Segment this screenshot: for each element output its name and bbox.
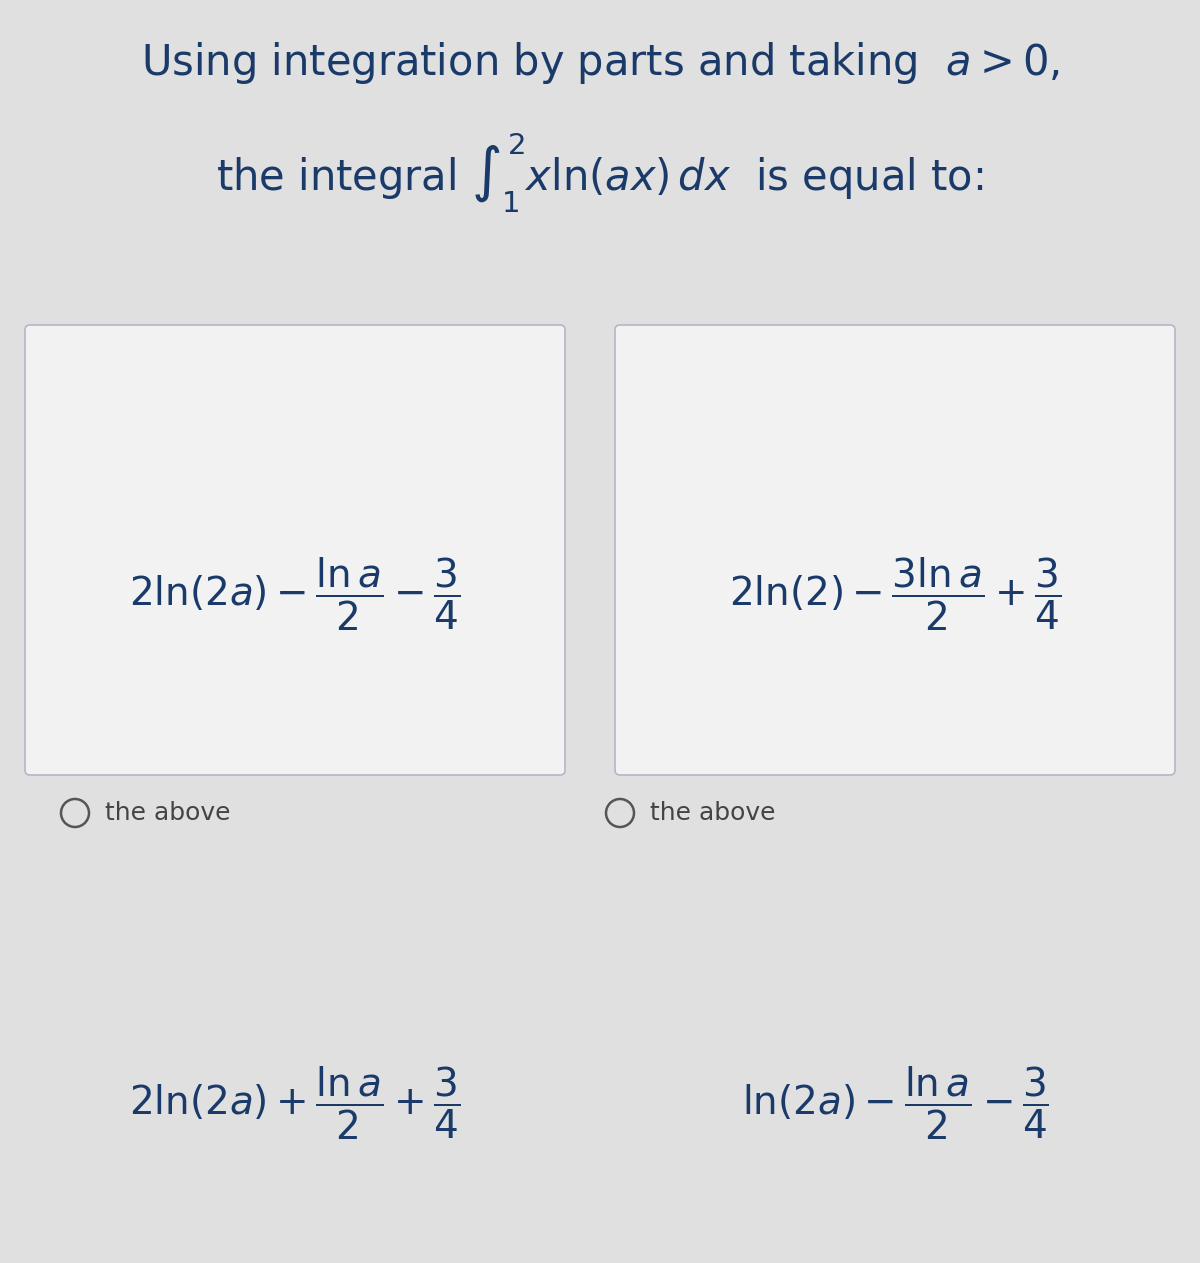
Text: the above: the above <box>106 801 230 825</box>
Text: the above: the above <box>650 801 775 825</box>
FancyBboxPatch shape <box>25 325 565 775</box>
FancyBboxPatch shape <box>616 325 1175 775</box>
Text: $\ln(2a) - \dfrac{\ln a}{2} - \dfrac{3}{4}$: $\ln(2a) - \dfrac{\ln a}{2} - \dfrac{3}{… <box>742 1065 1049 1142</box>
Text: $2\ln(2a) + \dfrac{\ln a}{2} + \dfrac{3}{4}$: $2\ln(2a) + \dfrac{\ln a}{2} + \dfrac{3}… <box>130 1065 461 1142</box>
Text: Using integration by parts and taking  $a > 0$,: Using integration by parts and taking $a… <box>140 40 1060 86</box>
Text: $2\ln(2) - \dfrac{3\ln a}{2} + \dfrac{3}{4}$: $2\ln(2) - \dfrac{3\ln a}{2} + \dfrac{3}… <box>728 556 1061 633</box>
Text: the integral $\int_{1}^{2} x\ln(ax)\,dx$  is equal to:: the integral $\int_{1}^{2} x\ln(ax)\,dx$… <box>216 131 984 215</box>
Text: $2\ln(2a) - \dfrac{\ln a}{2} - \dfrac{3}{4}$: $2\ln(2a) - \dfrac{\ln a}{2} - \dfrac{3}… <box>130 556 461 633</box>
